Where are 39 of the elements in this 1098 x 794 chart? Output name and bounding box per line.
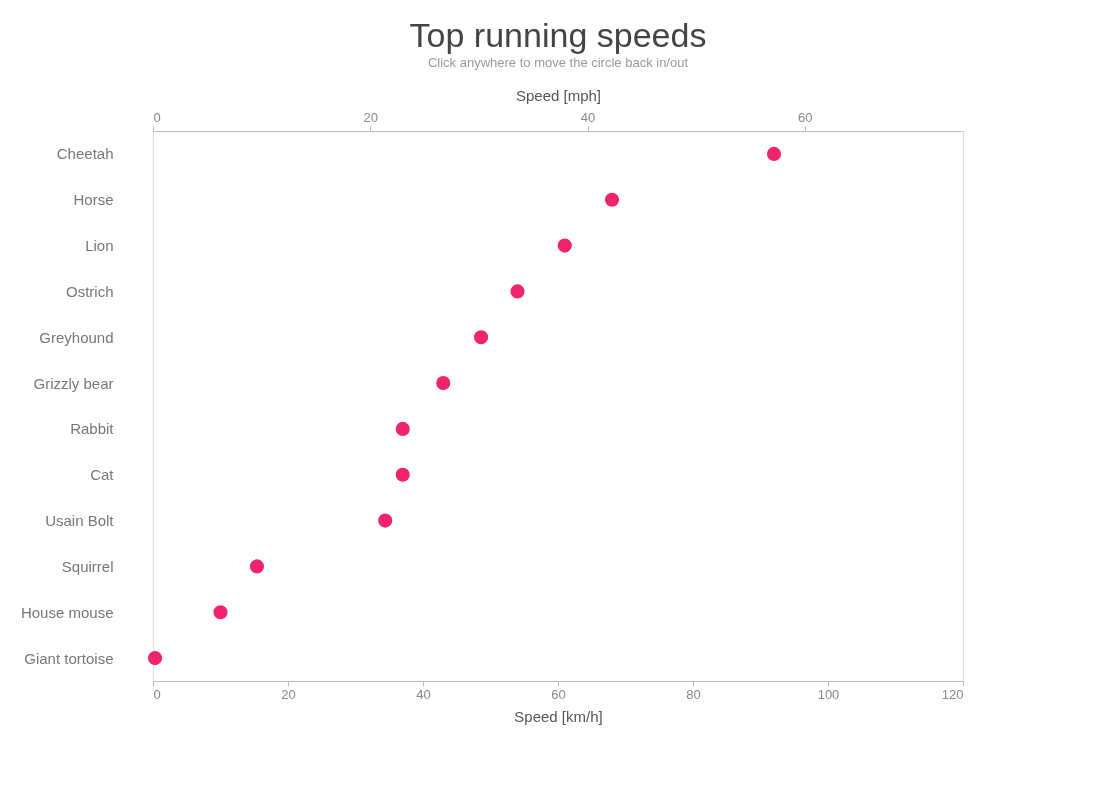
y-tick-label: Rabbit [70, 420, 115, 438]
point [249, 559, 265, 574]
x-tick-label: 0 [153, 686, 161, 702]
y-tick-label: Usain Bolt [45, 512, 115, 530]
chart-subtitle: Click anywhere to move the circle back in/out [427, 55, 689, 70]
chart-title: Top running speeds [409, 16, 707, 54]
point [395, 421, 410, 436]
y-tick-label: Greyhound [39, 328, 114, 346]
y-tick-label: Lion [85, 237, 114, 255]
x-tick-label: 120 [941, 686, 964, 702]
point [510, 284, 525, 299]
x-tick-label: 80 [686, 686, 701, 702]
point [213, 605, 228, 620]
x2-axis-title: Speed [mph] [515, 86, 602, 104]
point [147, 651, 163, 666]
point [557, 238, 572, 253]
point [766, 146, 782, 161]
x2-tick-label: 20 [363, 109, 379, 125]
y-tick-label: Cat [90, 466, 115, 484]
y-tick-label: House mouse [20, 603, 114, 621]
x2-tick-label: 40 [580, 109, 596, 125]
x2-tick-label: 60 [798, 109, 813, 125]
point [395, 467, 410, 482]
x-tick-label: 60 [551, 686, 566, 702]
y-tick-label: Squirrel [61, 557, 114, 575]
y-tick-label: Cheetah [56, 145, 114, 163]
point [473, 330, 489, 345]
x-axis-title: Speed [km/h] [514, 707, 603, 725]
point [378, 513, 393, 528]
y-tick-label: Grizzly bear [33, 374, 114, 392]
y-tick-label: Giant tortoise [24, 649, 114, 667]
x-tick-label: 100 [817, 686, 840, 702]
x-tick-label: 40 [416, 686, 431, 702]
y-tick-label: Ostrich [65, 282, 114, 300]
y-tick-label: Horse [73, 191, 114, 209]
point [436, 376, 451, 391]
x-tick-label: 20 [281, 686, 296, 702]
x2-tick-label: 0 [153, 109, 161, 125]
point [604, 192, 620, 207]
